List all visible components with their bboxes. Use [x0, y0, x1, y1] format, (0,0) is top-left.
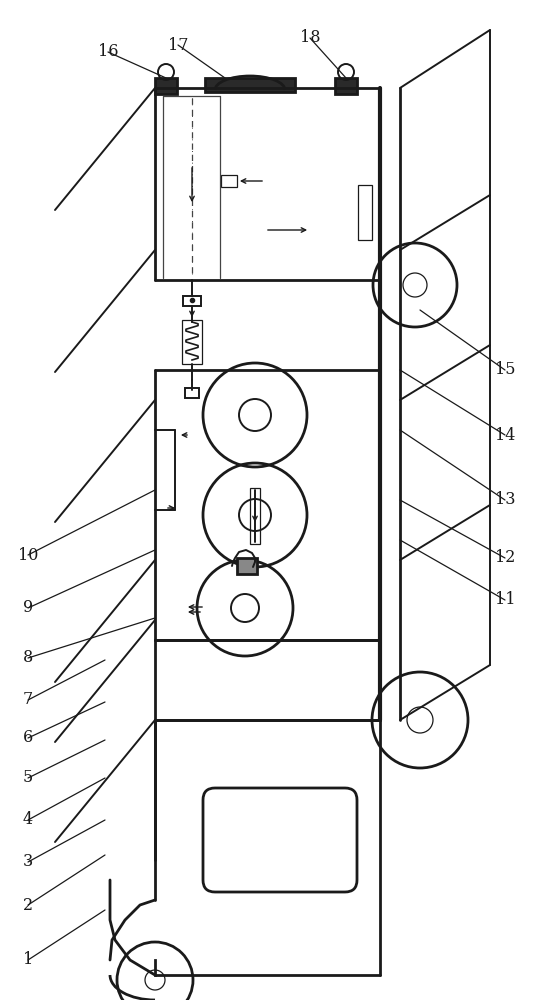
Text: 7: 7	[23, 692, 33, 708]
Text: 18: 18	[300, 29, 320, 46]
Text: 5: 5	[23, 770, 33, 786]
Text: 17: 17	[168, 36, 188, 53]
Text: 12: 12	[495, 550, 515, 566]
Bar	[182, 320, 202, 364]
Text: 9: 9	[23, 599, 33, 616]
Bar	[155, 78, 177, 94]
Text: 14: 14	[495, 426, 515, 444]
Text: 4: 4	[23, 812, 33, 828]
Text: 3: 3	[23, 854, 33, 870]
Text: 11: 11	[495, 591, 515, 608]
Text: 16: 16	[98, 43, 118, 60]
Bar	[335, 78, 357, 94]
Bar	[205, 78, 295, 92]
Bar	[183, 296, 201, 306]
Bar	[221, 175, 237, 187]
Bar	[250, 488, 260, 544]
Text: 1: 1	[23, 952, 33, 968]
Bar	[185, 388, 199, 398]
Text: 6: 6	[23, 730, 33, 746]
Text: 10: 10	[18, 546, 38, 564]
Bar	[358, 185, 372, 240]
Text: 8: 8	[23, 650, 33, 666]
Bar	[237, 558, 257, 574]
Text: 13: 13	[495, 491, 515, 508]
Text: 15: 15	[495, 361, 515, 378]
Text: 2: 2	[23, 896, 33, 914]
